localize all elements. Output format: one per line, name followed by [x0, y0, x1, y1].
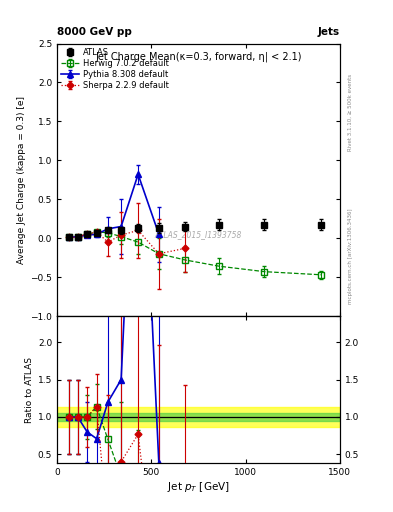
Y-axis label: Ratio to ATLAS: Ratio to ATLAS	[25, 357, 33, 423]
Text: Jet Charge Mean(κ=0.3, forward, η| < 2.1): Jet Charge Mean(κ=0.3, forward, η| < 2.1…	[95, 52, 302, 62]
Bar	[57, 413, 340, 421]
Y-axis label: Average Jet Charge (kappa = 0.3) [e]: Average Jet Charge (kappa = 0.3) [e]	[17, 96, 26, 264]
Text: 8000 GeV pp: 8000 GeV pp	[57, 27, 132, 37]
Text: Jets: Jets	[318, 27, 340, 37]
Text: ATLAS_2015_I1393758: ATLAS_2015_I1393758	[155, 230, 242, 239]
Legend: ATLAS, Herwig 7.0.2 default, Pythia 8.308 default, Sherpa 2.2.9 default: ATLAS, Herwig 7.0.2 default, Pythia 8.30…	[59, 46, 170, 92]
Bar	[57, 407, 340, 428]
Text: Rivet 3.1.10, ≥ 500k events: Rivet 3.1.10, ≥ 500k events	[348, 74, 353, 151]
Text: mcplots.cern.ch [arXiv:1306.3436]: mcplots.cern.ch [arXiv:1306.3436]	[348, 208, 353, 304]
X-axis label: Jet $p_T$ [GeV]: Jet $p_T$ [GeV]	[167, 480, 230, 494]
